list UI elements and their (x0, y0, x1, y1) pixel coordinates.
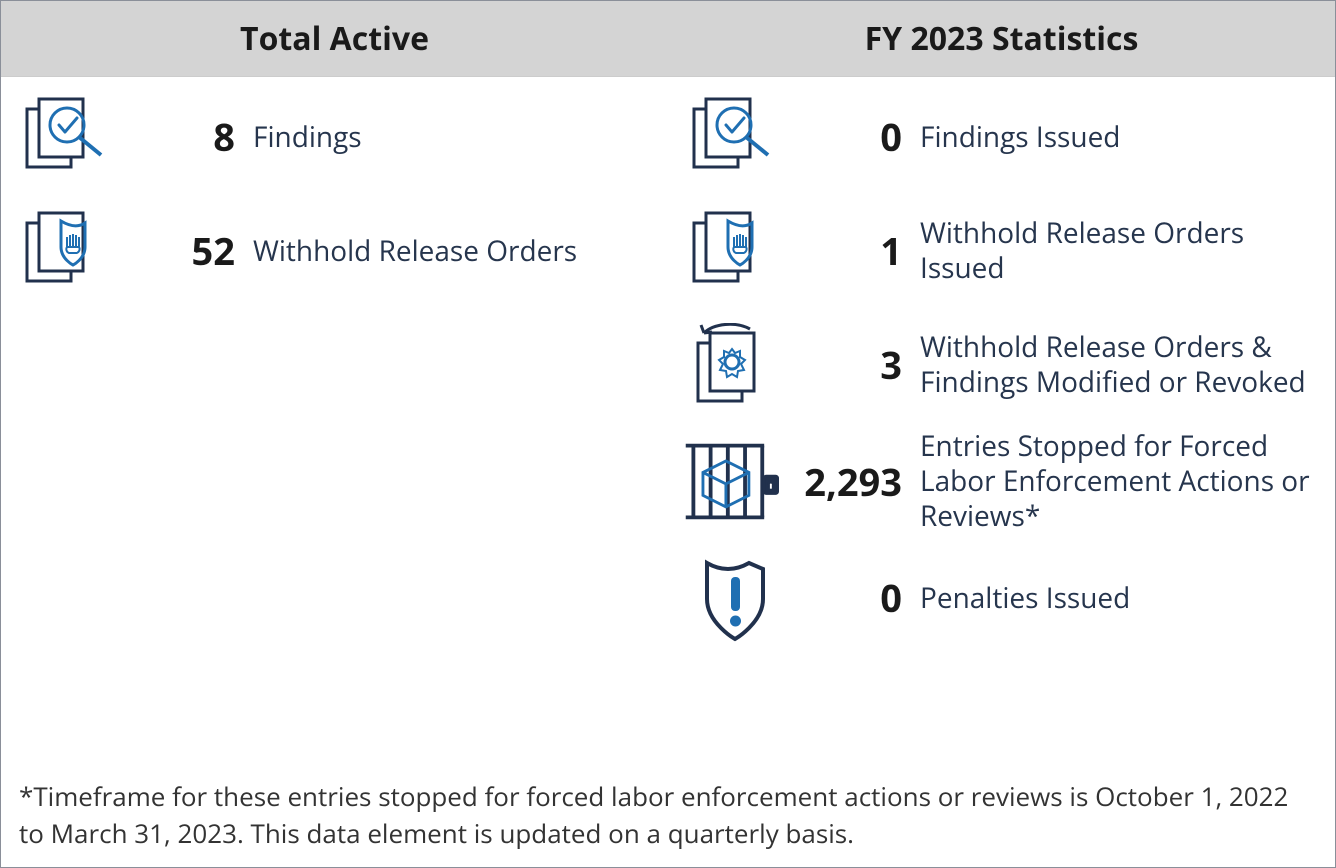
label-wro-modified: Withhold Release Orders & Findings Modif… (920, 330, 1320, 400)
stat-wro: 52 Withhold Release Orders (13, 201, 656, 301)
stats-panel: Total Active FY 2023 Statistics (0, 0, 1336, 868)
value-wro-modified: 3 (790, 339, 920, 391)
body-row: 8 Findings 52 (1, 77, 1335, 772)
value-entries-stopped: 2,293 (790, 456, 920, 508)
doc-gear-arrow-icon (680, 318, 790, 413)
header-row: Total Active FY 2023 Statistics (1, 1, 1335, 77)
value-wro-issued: 1 (790, 225, 920, 277)
header-fy2023: FY 2023 Statistics (668, 1, 1335, 76)
label-wro-issued: Withhold Release Orders Issued (920, 216, 1320, 286)
label-findings-issued: Findings Issued (920, 120, 1120, 155)
col-total-active: 8 Findings 52 (1, 77, 668, 772)
stat-findings: 8 Findings (13, 87, 656, 187)
doc-shield-hand-icon (13, 204, 123, 299)
label-findings: Findings (253, 120, 362, 155)
stat-penalties: 0 Penalties Issued (680, 548, 1323, 648)
value-findings: 8 (123, 111, 253, 163)
doc-check-magnify-icon (680, 90, 790, 185)
box-bars-lock-icon (680, 434, 790, 529)
header-total-active: Total Active (1, 1, 668, 76)
value-penalties: 0 (790, 572, 920, 624)
col-fy2023: 0 Findings Issued (668, 77, 1335, 772)
label-wro: Withhold Release Orders (253, 234, 577, 269)
shield-exclaim-icon (680, 551, 790, 646)
footnote: *Timeframe for these entries stopped for… (1, 772, 1335, 867)
doc-check-magnify-icon (13, 90, 123, 185)
doc-shield-hand-icon (680, 204, 790, 299)
stat-wro-modified: 3 Withhold Release Orders & Findings Mod… (680, 315, 1323, 415)
value-findings-issued: 0 (790, 111, 920, 163)
value-wro: 52 (123, 225, 253, 277)
stat-entries-stopped: 2,293 Entries Stopped for Forced Labor E… (680, 429, 1323, 534)
label-penalties: Penalties Issued (920, 581, 1130, 616)
label-entries-stopped: Entries Stopped for Forced Labor Enforce… (920, 429, 1320, 534)
stat-wro-issued: 1 Withhold Release Orders Issued (680, 201, 1323, 301)
stat-findings-issued: 0 Findings Issued (680, 87, 1323, 187)
